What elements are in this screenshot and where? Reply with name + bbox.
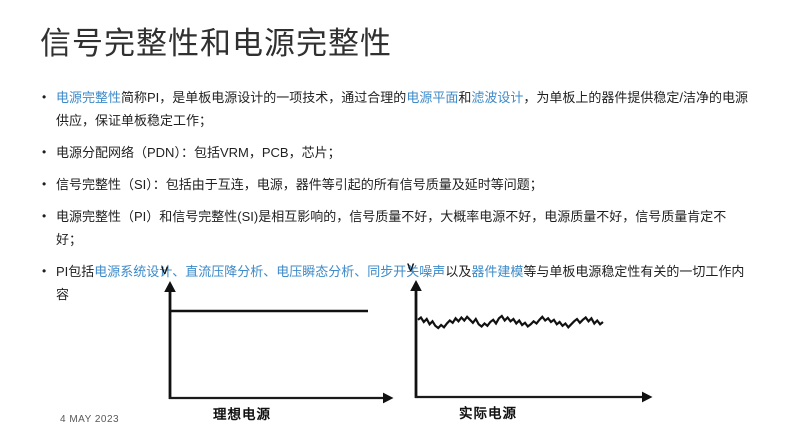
right-arrow-icon <box>642 391 653 403</box>
bullet-list: • 电源完整性简称PI，是单板电源设计的一项技术，通过合理的电源平面和滤波设计，为… <box>42 86 748 315</box>
ideal-yaxis-unit-label: V <box>161 265 169 277</box>
actual-yaxis-unit-label: V <box>407 262 415 274</box>
bullet-marker-icon: • <box>42 90 47 104</box>
bullet-text: 电源完整性简称PI，是单板电源设计的一项技术，通过合理的电源平面和滤波设计，为单… <box>56 90 748 128</box>
actual-chart-caption: 实际电源 <box>459 406 517 421</box>
bullet-marker-icon: • <box>42 209 47 223</box>
bullet-item: • 电源分配网络（PDN）：包括VRM，PCB，芯片； <box>42 141 748 164</box>
bullet-marker-icon: • <box>42 177 47 191</box>
inline-link[interactable]: 滤波设计 <box>471 90 524 105</box>
actual-voltage-line <box>417 314 604 330</box>
bullet-text: 电源分配网络（PDN）：包括VRM，PCB，芯片； <box>56 145 341 160</box>
inline-link[interactable]: 电源完整性 <box>56 90 122 105</box>
bullet-marker-icon: • <box>42 264 47 278</box>
page-title: 信号完整性和电源完整性 <box>40 26 392 61</box>
text-segment: PI包括 <box>56 264 95 279</box>
text-segment: 电源分配网络（PDN）：包括VRM，PCB，芯片； <box>56 145 341 160</box>
ideal-chart-caption: 理想电源 <box>213 407 271 422</box>
bullet-text: 电源完整性（PI）和信号完整性(SI)是相互影响的，信号质量不好，大概率电源不好… <box>56 209 726 247</box>
bullet-item: • 电源完整性简称PI，是单板电源设计的一项技术，通过合理的电源平面和滤波设计，为… <box>42 86 748 132</box>
inline-link[interactable]: 器件建模 <box>471 264 524 279</box>
inline-link[interactable]: 电源系统设计、直流压降分析、电压瞬态分析、同步开关噪声 <box>94 264 446 279</box>
bullet-item: • 信号完整性（SI）：包括由于互连，电源，器件等引起的所有信号质量及延时等问题； <box>42 173 748 196</box>
text-segment: 以及 <box>445 264 472 279</box>
right-arrow-icon <box>383 392 394 404</box>
text-segment: ，为单板上的器件提供稳定/洁净的电源供应，保证单板稳定工作； <box>56 90 748 128</box>
bullet-marker-icon: • <box>42 145 47 159</box>
bullet-item: • 电源完整性（PI）和信号完整性(SI)是相互影响的，信号质量不好，大概率电源不… <box>42 205 748 251</box>
bullet-text: 信号完整性（SI）：包括由于互连，电源，器件等引起的所有信号质量及延时等问题； <box>56 177 543 192</box>
text-segment: 信号完整性（SI）：包括由于互连，电源，器件等引起的所有信号质量及延时等问题； <box>56 177 543 192</box>
text-segment: 简称PI，是单板电源设计的一项技术，通过合理的 <box>121 90 407 105</box>
inline-link[interactable]: 电源平面 <box>406 90 459 105</box>
slide-date: 4 MAY 2023 <box>60 414 120 425</box>
bullet-item: • PI包括电源系统设计、直流压降分析、电压瞬态分析、同步开关噪声以及器件建模等与… <box>42 260 748 306</box>
text-segment: 和 <box>458 90 472 105</box>
text-segment: 等与单板电源稳定性有关的一切工作内容 <box>56 264 745 302</box>
bullet-text: PI包括电源系统设计、直流压降分析、电压瞬态分析、同步开关噪声以及器件建模等与单… <box>56 264 744 302</box>
text-segment: 电源完整性（PI）和信号完整性(SI)是相互影响的，信号质量不好，大概率电源不好… <box>56 209 727 247</box>
